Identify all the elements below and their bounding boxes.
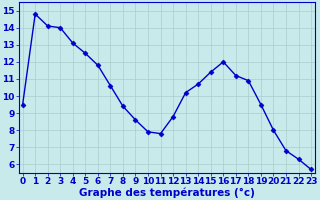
X-axis label: Graphe des températures (°c): Graphe des températures (°c) xyxy=(79,187,255,198)
